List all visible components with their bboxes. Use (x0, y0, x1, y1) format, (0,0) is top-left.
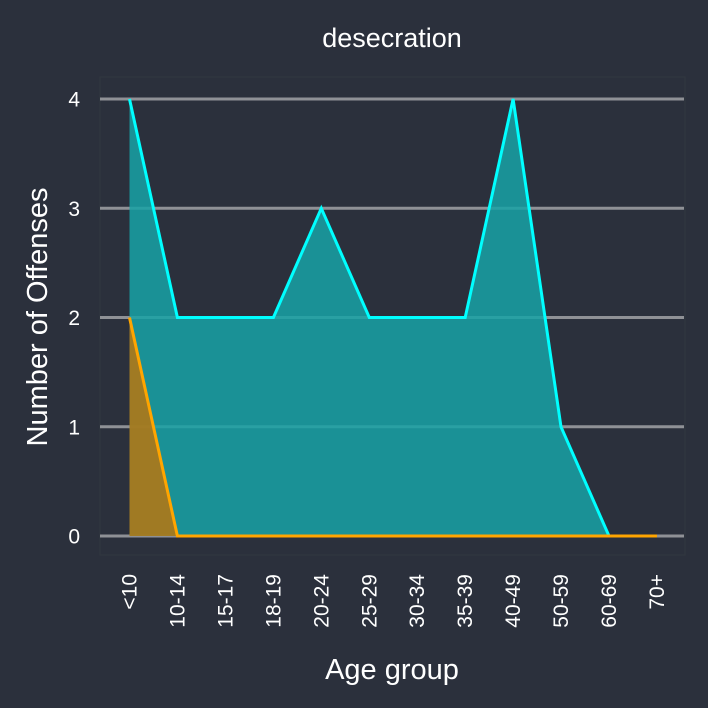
series-0-line (128, 98, 611, 537)
y-tick-label: 2 (68, 307, 80, 330)
y-tick-labels: 0 1 2 3 4 (68, 89, 80, 549)
x-tick-label: 20-24 (310, 574, 333, 628)
x-tick-label: 30-34 (406, 574, 429, 628)
series-lines (128, 98, 657, 538)
chart-title: desecration (322, 23, 462, 53)
y-tick-label: 0 (68, 526, 80, 549)
x-tick-labels: <10 10-14 15-17 18-19 20-24 25-29 30-34 35-39 40… (119, 574, 670, 628)
y-axis-label: Number of Offenses (22, 188, 54, 447)
x-tick-label: 50-59 (550, 574, 573, 628)
y-tick-label: 1 (68, 416, 80, 439)
x-tick-label: 10-14 (166, 574, 189, 628)
x-tick-label: 35-39 (454, 574, 477, 628)
y-tick-label: 3 (68, 198, 80, 221)
x-tick-label: 15-17 (214, 574, 237, 628)
x-tick-label: 40-49 (502, 574, 525, 628)
x-tick-label: 18-19 (262, 574, 285, 628)
x-tick-label: 60-69 (598, 574, 621, 628)
x-tick-label: 25-29 (358, 574, 381, 628)
x-axis-label: Age group (325, 654, 459, 686)
y-tick-label: 4 (68, 89, 80, 112)
x-tick-label: <10 (119, 574, 142, 610)
x-tick-label: 70+ (646, 574, 669, 610)
series-1-line (128, 317, 657, 538)
